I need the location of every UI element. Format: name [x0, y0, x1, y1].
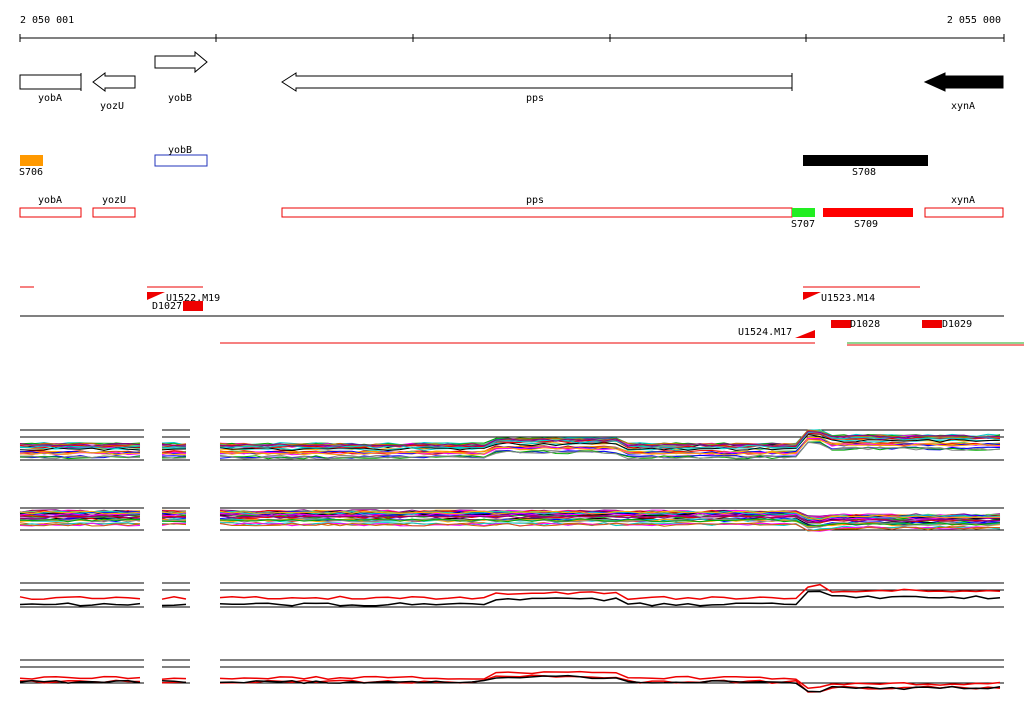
probe-track	[20, 286, 1024, 346]
region-label: S706	[19, 167, 43, 178]
trace	[19, 522, 141, 526]
trace	[219, 431, 1001, 449]
gene-label: yozU	[100, 101, 124, 112]
trace	[20, 447, 141, 451]
region	[20, 155, 43, 166]
region-label: xynA	[951, 195, 975, 206]
trace	[161, 446, 187, 449]
trace	[19, 523, 141, 527]
trace	[161, 455, 187, 457]
trace	[161, 677, 187, 681]
gene-label: yobB	[168, 93, 192, 104]
trace	[161, 596, 187, 600]
trace	[219, 433, 1001, 452]
trace	[219, 441, 1001, 460]
trace	[19, 522, 141, 527]
trace	[219, 522, 1001, 532]
trace	[19, 515, 141, 519]
region	[154, 154, 208, 167]
probe-label: U1523.M14	[821, 293, 875, 304]
region	[803, 155, 928, 166]
trace	[19, 518, 141, 523]
trace	[161, 452, 187, 456]
trace	[19, 451, 141, 456]
trace	[219, 670, 1001, 689]
trace	[19, 442, 141, 447]
region-label: S708	[852, 167, 876, 178]
trace	[219, 512, 1001, 523]
probe-label: U1522.M19	[166, 293, 220, 304]
region-label: yozU	[102, 195, 126, 206]
trace	[219, 430, 1001, 447]
trace	[219, 518, 1001, 527]
gene-label: xynA	[951, 101, 975, 112]
trace	[19, 675, 141, 680]
expression-panels	[19, 429, 1004, 693]
trace	[19, 679, 141, 684]
trace	[219, 583, 1001, 601]
gene-label: yobA	[38, 93, 62, 104]
probe-label: D1027	[152, 301, 182, 312]
trace	[161, 511, 187, 515]
trace	[19, 511, 141, 515]
trace	[161, 603, 187, 607]
trace	[161, 522, 187, 526]
trace	[19, 510, 141, 515]
trace	[219, 518, 1001, 529]
gene-track	[19, 50, 1004, 92]
trace	[161, 523, 187, 525]
trace	[19, 595, 141, 601]
region-label: yobA	[38, 195, 62, 206]
trace	[19, 444, 141, 449]
trace	[161, 680, 187, 684]
probe-label: U1524.M17	[738, 327, 792, 338]
trace	[161, 443, 187, 447]
trace	[161, 518, 187, 522]
trace	[19, 512, 141, 516]
region-label: S707	[791, 219, 815, 230]
region	[823, 208, 913, 217]
trace	[219, 510, 1000, 521]
trace	[161, 516, 187, 519]
trace	[161, 448, 187, 451]
trace	[219, 674, 1001, 693]
ruler-end: 2 055 000	[947, 15, 1001, 26]
trace	[161, 444, 187, 447]
trace	[19, 455, 141, 460]
region-label: yobB	[168, 145, 192, 156]
region	[792, 208, 815, 217]
region-label: pps	[526, 195, 544, 206]
probe-label: D1028	[850, 319, 880, 330]
ruler-start: 2 050 001	[20, 15, 74, 26]
region-label: S709	[854, 219, 878, 230]
trace	[161, 456, 187, 459]
trace	[20, 514, 141, 519]
trace	[19, 455, 141, 460]
trace	[161, 456, 187, 459]
probe-label: D1029	[942, 319, 972, 330]
trace	[19, 602, 141, 607]
trace	[161, 519, 187, 522]
trace	[19, 444, 141, 449]
trace	[219, 514, 1001, 524]
trace	[219, 590, 1001, 607]
ruler: 2 050 001 2 055 000	[19, 15, 1005, 42]
trace	[219, 438, 1001, 456]
trace	[161, 520, 187, 523]
gene-label: pps	[526, 93, 544, 104]
trace	[161, 450, 187, 453]
